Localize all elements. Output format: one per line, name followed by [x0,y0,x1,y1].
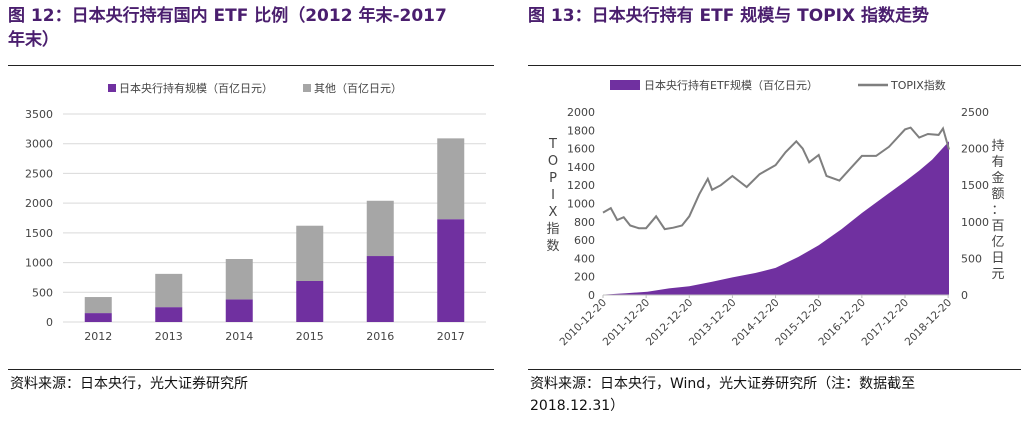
x-tick-label: 2013 [155,330,183,343]
etf-topix-chart: 日本央行持有ETF规模（百亿日元） TOPIX指数 0 200 400 600 800 100… [546,78,1004,348]
right-source-line2: 2018.12.31） [530,398,625,414]
x-tick-label: 2014 [225,330,253,343]
y-tick-label: 2000 [25,197,53,210]
y-tick-label: 500 [32,286,53,299]
bar-boj-2012 [84,313,112,322]
etf-holdings-area [603,141,949,295]
bar-other-2014 [225,259,253,300]
right-y-tick-label: 1500 [961,179,989,192]
legend-swatch-1 [303,84,311,92]
bar-other-2013 [155,273,183,308]
right-y-tick-label: 1000 [961,216,989,229]
left-y-tick-label: 200 [574,271,595,284]
left-y-tick-label: 800 [574,216,595,229]
right-title-rule [528,65,1021,66]
x-tick-label: 2012 [84,330,112,343]
right-source-note: 资料来源：日本央行，Wind，光大证券研究所（注：数据截至 2018.12.31… [530,373,1020,417]
left-y-tick-label: 1800 [567,124,595,137]
right-source-line1: 资料来源：日本央行，Wind，光大证券研究所（注：数据截至 [530,376,916,392]
legend-swatch-area [610,80,640,90]
left-figure-title-line2: 年末） [8,30,59,50]
legend-label-area: 日本央行持有ETF规模（百亿日元） [644,78,818,92]
bar-other-2015 [296,225,324,281]
left-y-tick-label: 600 [574,234,595,247]
left-title-rule [8,65,494,66]
legend-label-line: TOPIX指数 [890,78,946,92]
left-axis-label: T O P I X 指数 [546,137,559,254]
bar-boj-2013 [155,307,183,322]
bar-boj-2014 [225,299,253,322]
stacked-bar-chart: 日本央行持有规模（百亿日元） 其他（百亿日元） 0 500 1000 1500 2000 25… [25,81,486,343]
bar-boj-2015 [296,280,324,322]
left-y-tick-label: 1400 [567,161,595,174]
legend-swatch-0 [108,84,116,92]
bar-boj-2017 [437,219,465,322]
left-y-tick-label: 2000 [567,106,595,119]
left-source-note: 资料来源：日本央行，光大证券研究所 [10,376,248,392]
bar-other-2016 [366,200,394,257]
left-figure-title: 图 12：日本央行持有国内 ETF 比例（2012 年末-2017 年末） [8,4,498,52]
left-figure-title-line1: 图 12：日本央行持有国内 ETF 比例（2012 年末-2017 [8,6,447,26]
y-tick-label: 0 [46,316,53,329]
y-tick-label: 1500 [25,227,53,240]
left-y-tick-label: 1600 [567,143,595,156]
y-tick-label: 3500 [25,108,53,121]
right-y-tick-label: 2500 [961,106,989,119]
bar-other-2012 [84,297,112,314]
y-tick-label: 1000 [25,257,53,270]
y-tick-label: 3000 [25,138,53,151]
left-y-tick-label: 1000 [567,198,595,211]
right-figure-title: 图 13：日本央行持有 ETF 规模与 TOPIX 指数走势 [528,6,930,26]
left-y-tick-label: 1200 [567,179,595,192]
bar-boj-2016 [366,256,394,322]
right-source-rule [528,369,1021,370]
bar-other-2017 [437,138,465,220]
legend-label-1: 其他（百亿日元） [314,82,402,95]
right-y-tick-label: 2000 [961,143,989,156]
legend-label-0: 日本央行持有规模（百亿日元） [119,81,273,95]
left-y-tick-label: 0 [588,289,595,302]
right-axis-label: 持有金额：百亿日元 [991,139,1004,282]
right-y-tick-label: 0 [961,289,968,302]
x-tick-label: 2016 [366,330,394,343]
topix-line [602,126,950,231]
y-tick-label: 2500 [25,167,53,180]
left-source-rule [8,369,494,370]
x-tick-label: 2017 [437,330,465,343]
right-y-tick-label: 500 [961,252,982,265]
x-tick-label: 2015 [296,330,324,343]
left-y-tick-label: 400 [574,252,595,265]
